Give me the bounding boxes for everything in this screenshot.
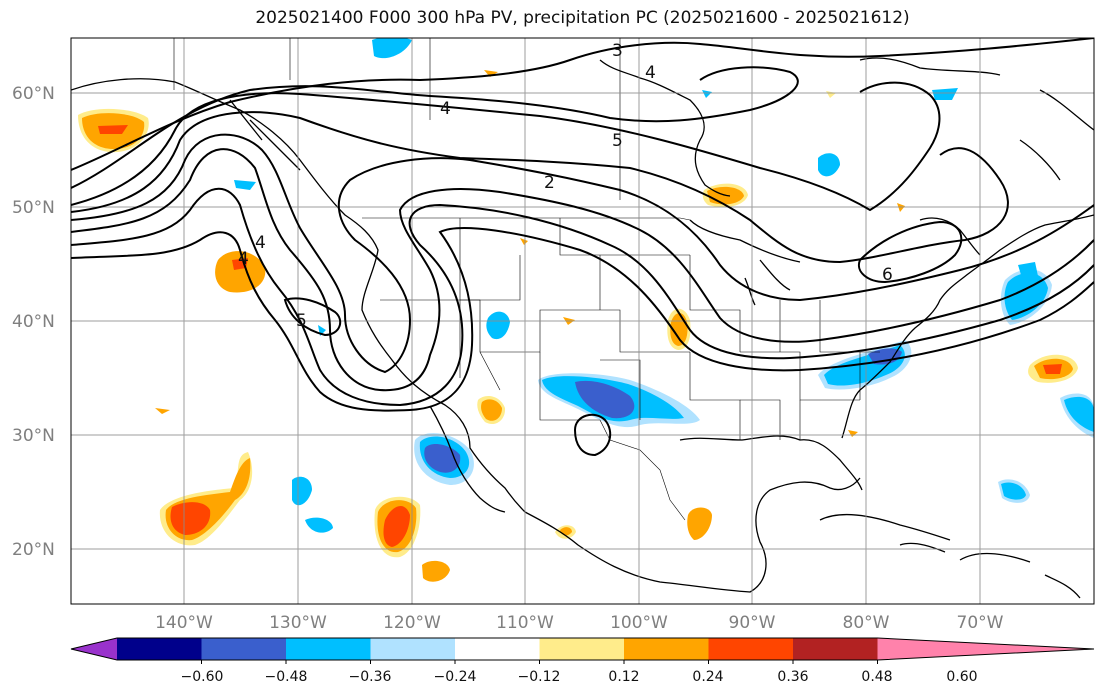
lat-label: 60°N bbox=[12, 84, 55, 104]
lat-label: 40°N bbox=[12, 312, 55, 332]
pv-label: 3 bbox=[612, 41, 623, 61]
pv-label: 4 bbox=[645, 63, 656, 83]
colorbar-segment bbox=[455, 638, 540, 660]
pv-label: 5 bbox=[296, 311, 307, 331]
lon-label: 110°W bbox=[496, 613, 554, 633]
colorbar-extend-low bbox=[71, 638, 117, 660]
precip-positive-shading bbox=[78, 70, 1078, 582]
colorbar-segment bbox=[117, 638, 202, 660]
pv-label: 4 bbox=[255, 233, 266, 253]
colorbar-tick-labels: −0.60 −0.48 −0.36 −0.24 −0.12 0.12 0.24 … bbox=[181, 669, 978, 685]
pv-label: 4 bbox=[440, 99, 451, 119]
colorbar-tick: 0.48 bbox=[861, 669, 892, 685]
lat-label: 20°N bbox=[12, 540, 55, 560]
lon-label: 80°W bbox=[843, 613, 890, 633]
colorbar-segment bbox=[539, 638, 625, 660]
longitude-labels: 140°W 130°W 120°W 110°W 100°W 90°W 80°W … bbox=[155, 613, 1004, 633]
colorbar-segment bbox=[370, 638, 456, 660]
lat-label: 50°N bbox=[12, 198, 55, 218]
colorbar bbox=[70, 637, 1095, 664]
colorbar-tick: −0.12 bbox=[518, 669, 561, 685]
colorbar-segment bbox=[286, 638, 371, 660]
colorbar-outline bbox=[70, 637, 1095, 661]
latitude-labels: 60°N 50°N 40°N 30°N 20°N bbox=[12, 84, 55, 560]
colorbar-extend-high bbox=[877, 638, 1094, 660]
lon-label: 140°W bbox=[155, 613, 213, 633]
colorbar-segment bbox=[624, 638, 709, 660]
lon-label: 100°W bbox=[610, 613, 668, 633]
colorbar-segment bbox=[201, 638, 287, 660]
colorbar-tick: 0.60 bbox=[946, 669, 977, 685]
colorbar-segment bbox=[708, 638, 794, 660]
map-frame bbox=[70, 37, 1095, 605]
lon-label: 130°W bbox=[269, 613, 327, 633]
colorbar-tick: 0.36 bbox=[777, 669, 808, 685]
colorbar-tick: −0.60 bbox=[181, 669, 224, 685]
pv-label: 6 bbox=[882, 265, 893, 285]
colorbar-segment bbox=[793, 638, 878, 660]
map-panel: 3 4 4 5 2 4 4 5 6 bbox=[71, 38, 1094, 604]
pv-contours bbox=[71, 38, 1094, 457]
precip-negative-shading bbox=[234, 38, 1094, 533]
lat-label: 30°N bbox=[12, 426, 55, 446]
pv-label: 4 bbox=[238, 249, 249, 269]
colorbar-tick: −0.48 bbox=[265, 669, 308, 685]
pv-contour-labels: 3 4 4 5 2 4 4 5 6 bbox=[238, 41, 893, 331]
map-title: 2025021400 F000 300 hPa PV, precipitatio… bbox=[255, 8, 910, 28]
lon-label: 70°W bbox=[957, 613, 1004, 633]
pv-label: 5 bbox=[612, 131, 623, 151]
colorbar-tick: 0.24 bbox=[692, 669, 723, 685]
colorbar-tick: −0.36 bbox=[349, 669, 392, 685]
lon-label: 90°W bbox=[729, 613, 776, 633]
colorbar-tick: −0.24 bbox=[434, 669, 477, 685]
political-boundaries bbox=[173, 38, 880, 521]
lon-label: 120°W bbox=[383, 613, 441, 633]
pv-label: 2 bbox=[544, 173, 555, 193]
colorbar-tick: 0.12 bbox=[608, 669, 639, 685]
